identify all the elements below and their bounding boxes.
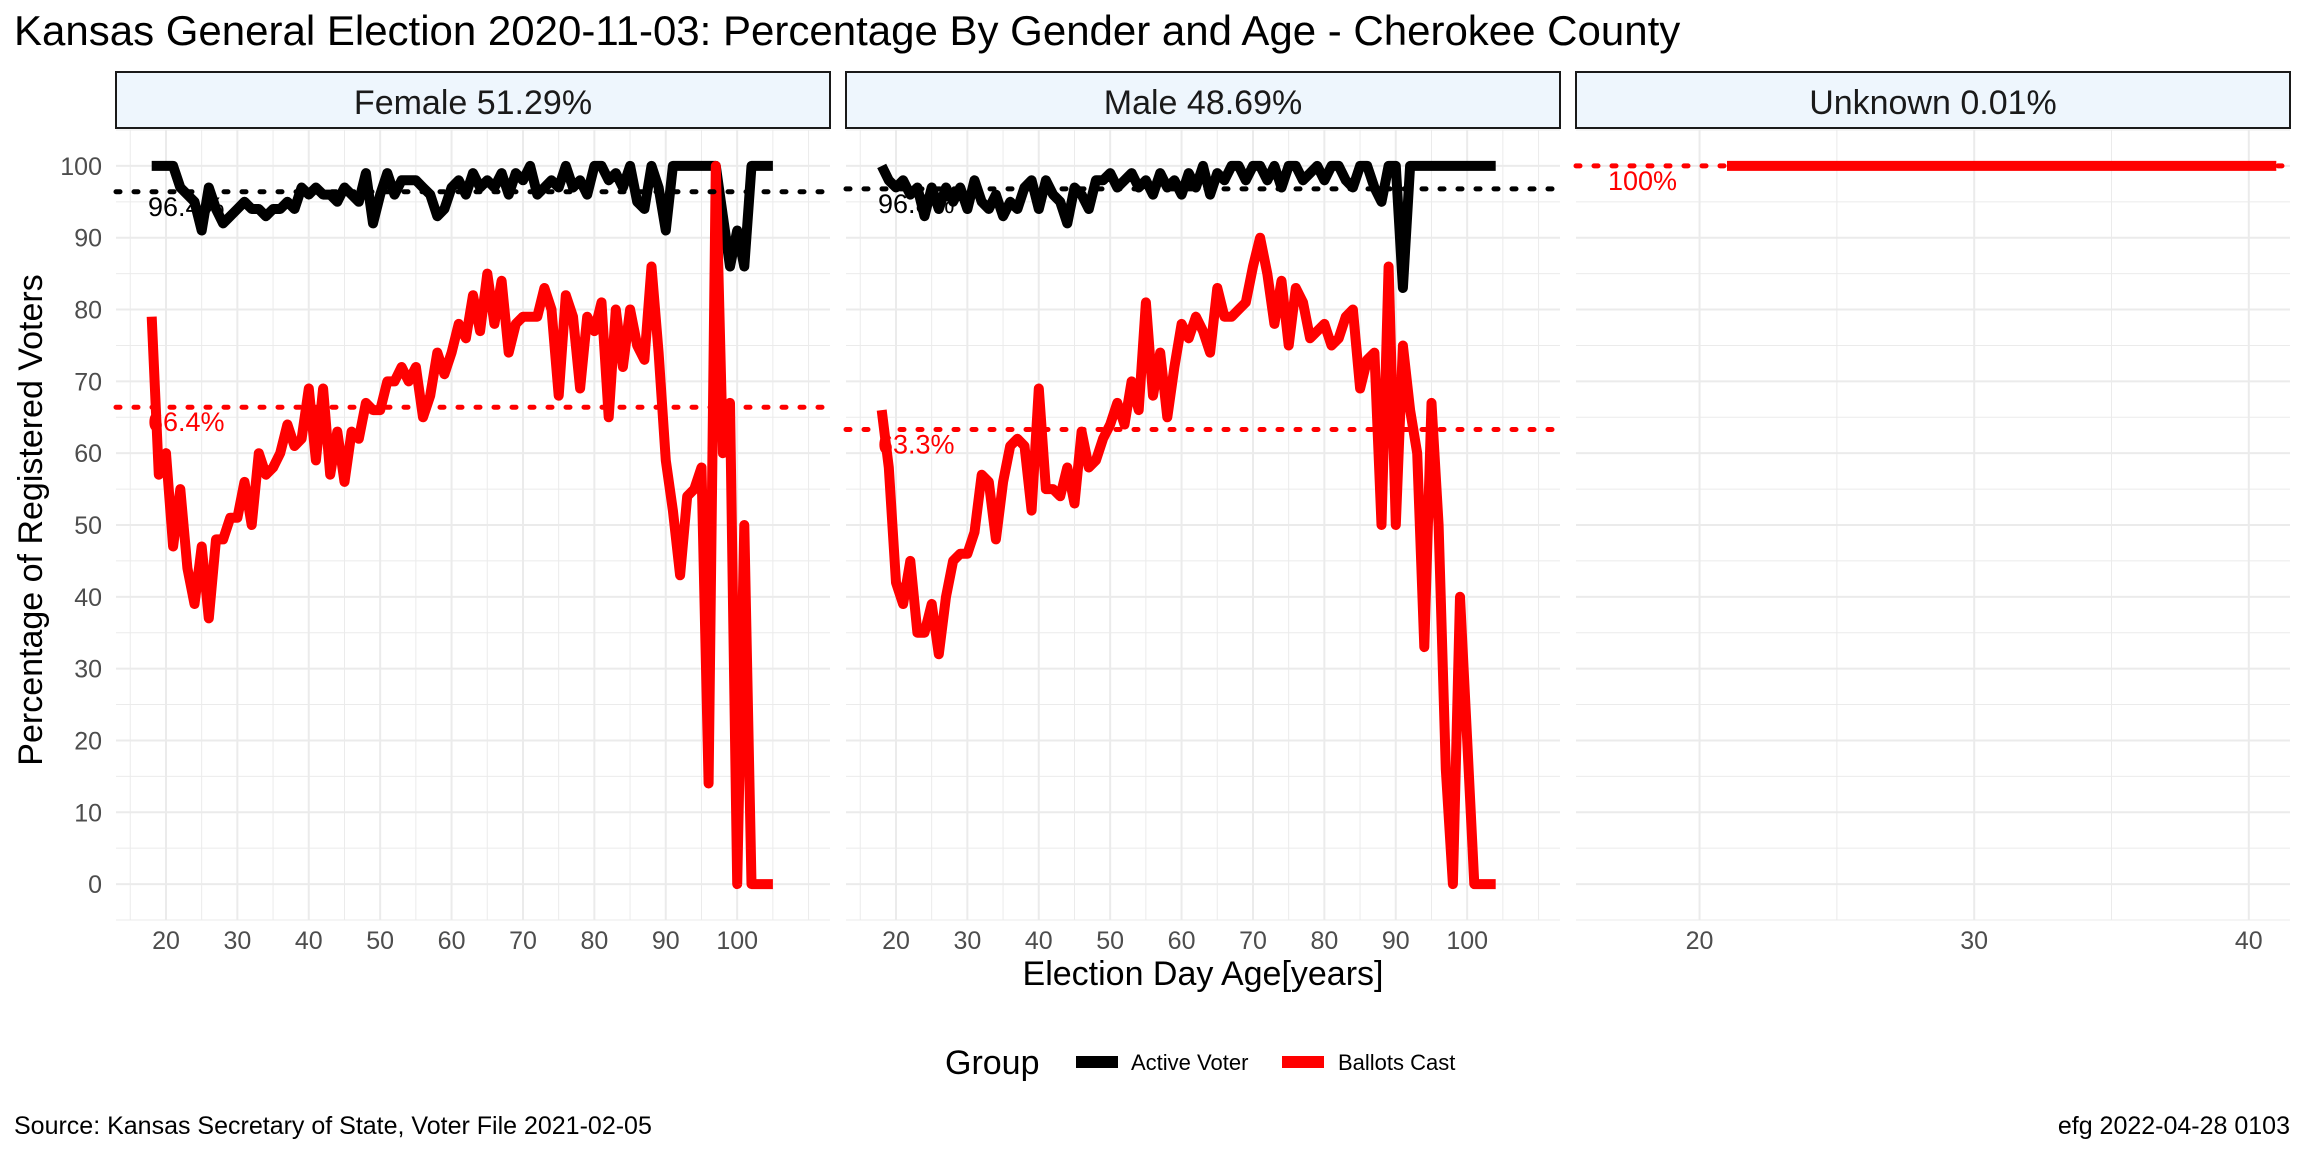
y-tick-label: 90 [74,225,102,253]
x-tick-label: 70 [509,927,537,955]
x-tick-label: 40 [2235,927,2263,955]
x-axis-title: Election Day Age[years] [1023,955,1384,993]
x-tick-label: 100 [716,927,758,955]
facet-strip [115,71,831,129]
legend: Group Active Voter Ballots Cast [945,1044,1455,1082]
y-axis-title: Percentage of Registered Voters [12,274,50,765]
x-tick-label: 50 [366,927,394,955]
y-tick-label: 30 [74,656,102,684]
x-tick-label: 40 [1025,927,1053,955]
mean-label-ballots-cast: 66.4% [148,407,225,437]
y-tick-label: 60 [74,440,102,468]
y-tick-label: 0 [88,871,102,899]
y-tick-label: 70 [74,368,102,396]
x-tick-label: 50 [1096,927,1124,955]
facet-strip [1575,71,2291,129]
facet-strip-label: Female 51.29% [354,84,592,122]
x-tick-label: 80 [1310,927,1338,955]
x-tick-label: 20 [152,927,180,955]
x-tick-label: 60 [438,927,466,955]
x-tick-label: 30 [223,927,251,955]
legend-label-active-voter: Active Voter [1131,1050,1248,1075]
series-line-ballots-cast [146,160,773,890]
facet-panels: Female 51.29% 20 30 40 50 60 70 80 90 100 0 10 20 30 4… [60,71,2293,955]
y-tick-label: 10 [74,799,102,827]
mean-label-ballots-cast: 63.3% [878,429,955,459]
mean-label-active-voter: 96.8% [878,189,955,219]
panel-male: Male 48.69% 20 30 40 50 60 70 80 90 100 96.8% 63.3% [843,71,1563,955]
x-tick-label: 100 [1446,927,1488,955]
panel-female: Female 51.29% 20 30 40 50 60 70 80 90 100 0 10 20 30 4… [60,71,833,955]
x-tick-label: 60 [1168,927,1196,955]
x-tick-label: 80 [580,927,608,955]
mean-label-active-voter: 96.4% [148,192,225,222]
legend-label-ballots-cast: Ballots Cast [1338,1050,1455,1075]
y-tick-label: 100 [60,153,102,181]
caption-credit: efg 2022-04-28 0103 [2058,1112,2290,1140]
x-tick-label: 70 [1239,927,1267,955]
x-tick-label: 40 [295,927,323,955]
y-tick-label: 20 [74,727,102,755]
legend-title: Group [945,1044,1040,1082]
chart-title: Kansas General Election 2020-11-03: Perc… [14,7,1680,54]
facet-strip [845,71,1561,129]
mean-label-ballots-cast: 100% [1608,166,1677,196]
x-tick-label: 20 [1686,927,1714,955]
facet-strip-label: Male 48.69% [1104,84,1302,122]
x-tick-label: 90 [1382,927,1410,955]
x-tick-label: 90 [652,927,680,955]
x-tick-label: 20 [882,927,910,955]
series-line-ballots-cast [876,232,1496,890]
series-line-active-voter [151,160,773,272]
y-tick-label: 80 [74,297,102,325]
caption-source: Source: Kansas Secretary of State, Voter… [14,1112,652,1140]
facet-strip-label: Unknown 0.01% [1809,84,2057,122]
y-tick-label: 50 [74,512,102,540]
x-tick-label: 30 [1960,927,1988,955]
series-line-active-voter [877,160,1496,293]
y-tick-label: 40 [74,584,102,612]
x-tick-label: 30 [953,927,981,955]
panel-unknown: Unknown 0.01% 20 30 40 100% [1573,71,2293,955]
